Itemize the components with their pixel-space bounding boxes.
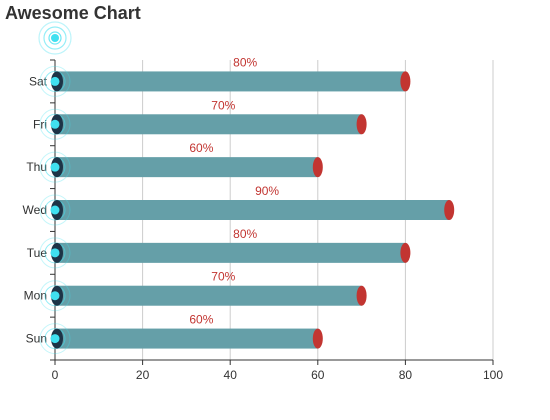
y-tick-label: Mon — [24, 289, 47, 303]
x-tick-label: 0 — [52, 368, 59, 382]
bar-end-cap — [312, 328, 323, 349]
data-label: 80% — [233, 55, 257, 69]
bar — [55, 71, 406, 92]
bar-start-ripple — [44, 199, 66, 221]
bar-end-cap — [356, 114, 367, 135]
bar — [55, 242, 406, 263]
bar — [55, 157, 318, 178]
x-tick-label: 60 — [311, 368, 325, 382]
bar-start-ripple — [39, 65, 71, 97]
axis-ripple-ring — [43, 26, 67, 50]
data-label: 70% — [211, 270, 235, 284]
bar-start-ripple — [39, 108, 71, 140]
bar-start-ripple — [39, 323, 71, 355]
x-tick-label: 80 — [399, 368, 413, 382]
bar-end-cap — [400, 242, 411, 263]
bar-start-ripple — [39, 280, 71, 312]
bar-start-dot — [50, 76, 60, 86]
bar-end-cap — [400, 71, 411, 92]
bar-start-ripple — [44, 328, 66, 350]
chart-title: Awesome Chart — [5, 3, 141, 23]
bar — [55, 200, 450, 220]
bar-start-ripple — [44, 156, 66, 178]
y-tick-label: Wed — [23, 203, 47, 217]
bar-end-cap — [356, 285, 367, 306]
y-tick-label: Sun — [26, 332, 47, 346]
bar-start-dot — [50, 162, 60, 172]
x-tick-label: 20 — [136, 368, 150, 382]
bar — [55, 328, 318, 349]
axis-ripple-ring — [48, 31, 62, 45]
bar-start-ripple — [44, 242, 66, 264]
data-label: 80% — [233, 227, 257, 241]
y-tick-label: Tue — [27, 246, 48, 260]
bar-start-ripple — [44, 285, 66, 307]
x-tick-label: 100 — [483, 368, 503, 382]
axis-ripple-ring — [38, 21, 72, 55]
bar-start-ripple — [44, 70, 66, 92]
y-tick-label: Sat — [29, 74, 48, 88]
bar — [55, 114, 362, 135]
bar-start-ripple — [39, 194, 71, 226]
y-tick-label: Thu — [26, 160, 47, 174]
bar-start-dot — [50, 334, 60, 344]
bar — [55, 285, 362, 306]
bar-start-ripple — [39, 237, 71, 269]
bar-end-cap — [444, 200, 455, 220]
data-label: 60% — [189, 313, 213, 327]
x-tick-label: 40 — [224, 368, 238, 382]
bar-start-dot — [50, 291, 60, 301]
bar-start-ripple — [39, 151, 71, 183]
axis-ripple-dot — [51, 34, 59, 42]
bar-end-cap — [312, 157, 323, 178]
data-label: 90% — [255, 184, 279, 198]
data-label: 60% — [189, 141, 213, 155]
data-label: 70% — [211, 98, 235, 112]
y-tick-label: Fri — [33, 117, 47, 131]
bar-start-dot — [50, 248, 60, 258]
bar-start-ripple — [44, 113, 66, 135]
bar-start-dot — [50, 119, 60, 129]
bar-start-dot — [50, 205, 60, 215]
